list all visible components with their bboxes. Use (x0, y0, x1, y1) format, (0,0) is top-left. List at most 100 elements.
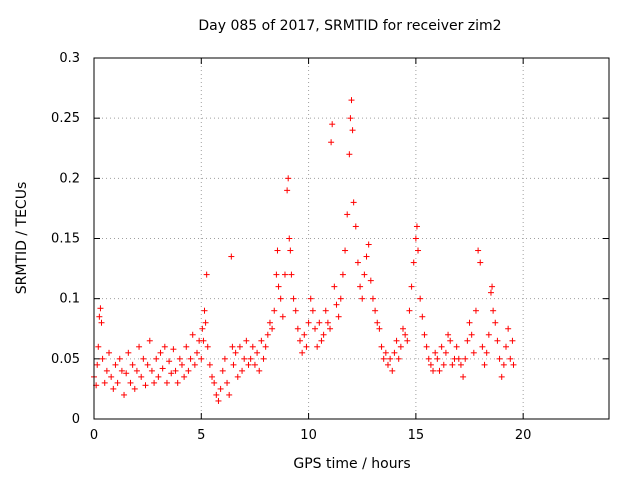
data-points (91, 97, 517, 404)
data-point (487, 289, 494, 296)
data-point (337, 295, 344, 302)
data-point (258, 337, 265, 344)
data-point (142, 382, 149, 389)
data-point (166, 358, 173, 365)
data-point (226, 391, 233, 398)
data-point (417, 295, 424, 302)
data-point (273, 271, 280, 278)
data-point (285, 175, 292, 182)
y-tick-label: 0.05 (51, 352, 80, 367)
data-point (342, 247, 349, 254)
plot-frame (93, 57, 610, 420)
data-point (363, 253, 370, 260)
data-point (299, 349, 306, 356)
data-point (475, 247, 482, 254)
data-point (400, 325, 406, 332)
data-point (466, 319, 473, 326)
data-point (402, 331, 409, 338)
data-point (274, 247, 281, 254)
data-point (292, 307, 299, 314)
data-point (200, 337, 207, 344)
data-point (404, 337, 411, 344)
data-point (168, 370, 175, 377)
data-point (376, 325, 383, 332)
data-point (191, 361, 198, 368)
data-point (290, 295, 297, 302)
data-point (99, 355, 106, 362)
data-point (215, 397, 222, 404)
data-point (462, 355, 469, 362)
data-point (174, 379, 181, 386)
data-point (457, 361, 464, 368)
y-tick-label: 0.1 (59, 292, 80, 307)
data-point (95, 343, 102, 350)
data-point (412, 235, 419, 242)
axis-ticks: 0 0.05 0.1 0.15 0.2 0.25 0.3 0 5 10 15 20 (51, 51, 609, 443)
data-point (269, 325, 276, 332)
data-point (442, 349, 449, 356)
data-point (365, 241, 372, 248)
data-point (151, 379, 158, 386)
data-point (103, 367, 110, 374)
data-point (503, 343, 509, 350)
data-point (245, 361, 252, 368)
data-point (395, 355, 402, 362)
data-point (352, 223, 359, 230)
data-point (316, 319, 323, 326)
data-point (303, 343, 310, 350)
data-point (297, 337, 303, 344)
data-point (112, 361, 119, 368)
data-point (183, 343, 190, 350)
data-point (453, 343, 460, 350)
data-point (328, 139, 335, 146)
data-point (266, 319, 273, 326)
data-point (176, 355, 183, 362)
data-point (346, 151, 353, 158)
data-point (314, 343, 321, 350)
data-point (347, 115, 354, 122)
data-point (230, 361, 237, 368)
data-point (331, 283, 338, 290)
data-point (157, 349, 164, 356)
data-point (127, 379, 134, 386)
data-point (144, 361, 151, 368)
data-point (359, 295, 366, 302)
data-point (202, 319, 209, 326)
data-point (260, 355, 267, 362)
data-point (136, 343, 143, 350)
data-point (287, 247, 294, 254)
data-point (380, 355, 387, 362)
data-point (199, 325, 206, 332)
data-point (427, 361, 434, 368)
data-point (232, 349, 239, 356)
data-point (219, 367, 226, 374)
grid-lines (94, 58, 609, 419)
data-point (123, 370, 130, 377)
data-point (510, 361, 517, 368)
data-point (309, 307, 316, 314)
data-point (221, 355, 228, 362)
data-point (440, 361, 447, 368)
data-point (172, 367, 179, 374)
data-point (387, 355, 394, 362)
data-point (445, 331, 452, 338)
data-point (211, 379, 218, 386)
y-tick-label: 0.25 (51, 111, 80, 126)
data-point (312, 325, 319, 332)
data-point (468, 331, 475, 338)
data-point (98, 319, 105, 326)
data-point (236, 343, 243, 350)
data-point (413, 223, 420, 230)
data-point (369, 295, 376, 302)
data-point (419, 313, 426, 320)
data-point (509, 337, 516, 344)
data-point (318, 337, 325, 344)
data-point (187, 355, 194, 362)
data-point (498, 373, 505, 380)
data-point (108, 373, 115, 380)
data-point (185, 367, 192, 374)
data-point (204, 343, 211, 350)
data-point (361, 271, 368, 278)
data-point (201, 307, 208, 314)
